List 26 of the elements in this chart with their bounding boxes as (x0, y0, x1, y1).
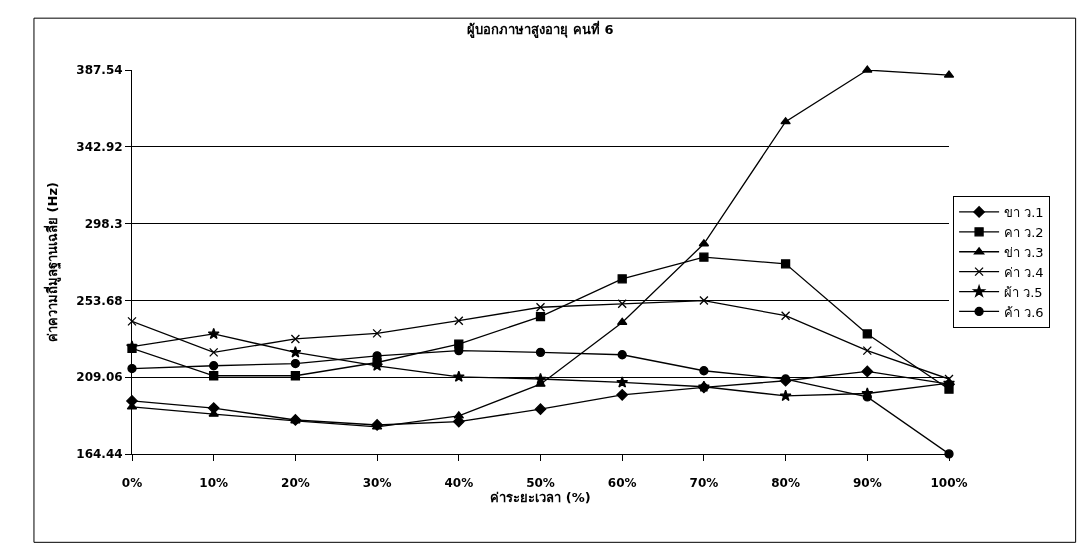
legend-label: ขา ว.1 (1004, 205, 1044, 221)
x-tick-label: 0% (121, 476, 143, 491)
legend-label: ผ้า ว.5 (1004, 284, 1043, 300)
y-tick-label: 209.06 (76, 370, 123, 385)
legend-label: ค้า ว.6 (1004, 304, 1044, 320)
x-tick-label: 100% (930, 476, 968, 491)
y-tick-label: 342.92 (76, 140, 123, 154)
x-tick-label: 50% (526, 476, 555, 491)
y-tick-label: 387.54 (76, 63, 123, 78)
legend-label: ค่า ว.4 (1004, 264, 1044, 280)
x-tick-label: 20% (281, 476, 310, 491)
x-tick-label: 30% (362, 476, 392, 491)
x-tick-label: 60% (607, 476, 637, 491)
chart-title: ผู้บอกภาษาสูงอายุ คนที่ 6 (467, 19, 614, 38)
x-axis-title: ค่าระยะเวลา (%) (490, 490, 591, 506)
y-axis-title: ค่าความถี่มูลฐานเฉลี่ย (Hz) (43, 182, 63, 342)
x-tick-label: 10% (199, 476, 229, 491)
legend-label: ข่า ว.3 (1004, 244, 1044, 260)
legend-label: คา ว.2 (1004, 224, 1044, 240)
y-tick-label: 298.3 (84, 216, 123, 231)
y-tick-label: 164.44 (76, 447, 123, 462)
x-tick-label: 80% (771, 476, 800, 491)
y-tick-label: 253.68 (76, 293, 123, 308)
x-tick-label: 70% (689, 476, 719, 491)
x-tick-label: 40% (444, 476, 474, 491)
x-tick-label: 90% (852, 476, 882, 491)
